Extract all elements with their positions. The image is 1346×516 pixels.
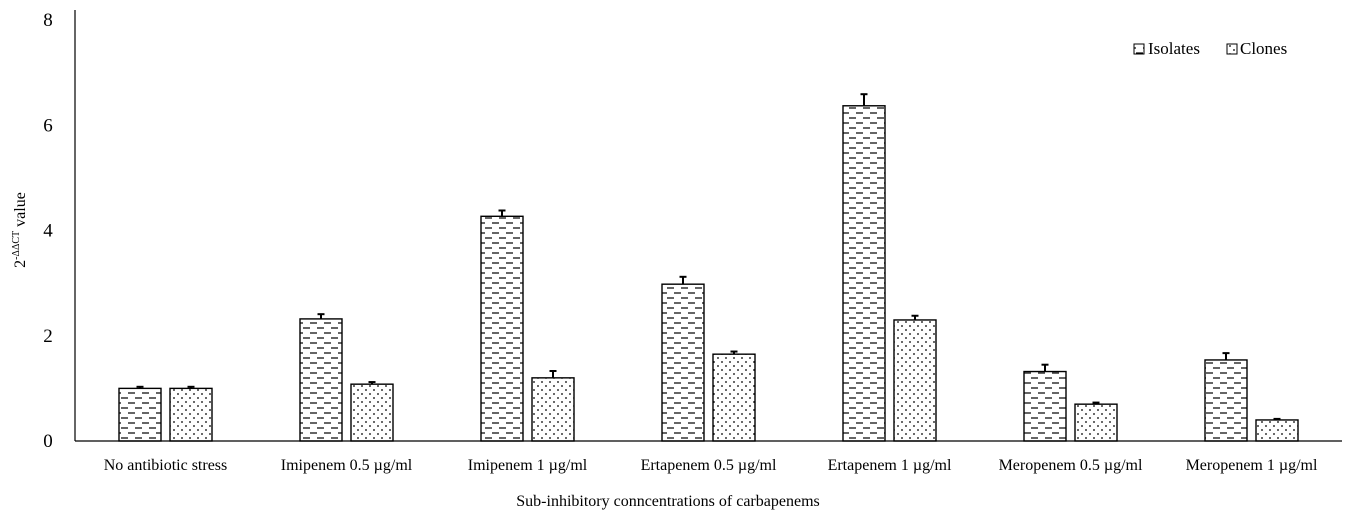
y-tick-label: 0 [43, 431, 53, 452]
y-tick-label: 4 [43, 221, 53, 242]
error-bar-clones [187, 385, 195, 389]
legend: Isolates Clones [1133, 39, 1287, 58]
bar-isolates [1204, 359, 1248, 442]
error-bar-clones [1092, 401, 1100, 405]
y-axis-title-rest: value [12, 192, 29, 231]
error-bar-isolates [1041, 363, 1049, 372]
y-tick-label: 2 [43, 326, 53, 347]
bar-isolates [299, 318, 343, 442]
x-tick-label: No antibiotic stress [104, 457, 228, 474]
bar-clones [350, 383, 394, 442]
bars [118, 105, 1299, 442]
bar-isolates [661, 283, 705, 442]
error-bar-isolates [1222, 352, 1230, 360]
bar-clones [1255, 419, 1299, 442]
error-bar-isolates [136, 385, 144, 389]
x-tick-label: Imipenem 1 µg/ml [468, 457, 588, 474]
x-tick-label: Meropenem 1 µg/ml [1186, 457, 1318, 474]
y-tick-label: 6 [43, 115, 53, 136]
error-bar-isolates [679, 275, 687, 285]
bar-isolates [842, 105, 886, 442]
bar-clones [169, 387, 213, 442]
error-bar-isolates [860, 93, 868, 106]
bar-clones [893, 319, 937, 442]
y-tick-labels: 0 2 4 6 8 [43, 10, 53, 452]
y-axis-title: 2-ΔΔCT value [11, 192, 29, 268]
x-tick-label: Ertapenem 1 µg/ml [828, 457, 952, 474]
x-tick-label: Imipenem 0.5 µg/ml [281, 457, 413, 474]
x-tick-label: Meropenem 0.5 µg/ml [999, 457, 1143, 474]
bar-isolates [1023, 370, 1067, 442]
x-axis-title: Sub-inhibitory conncentrations of carbap… [516, 493, 819, 510]
error-bar-clones [1273, 417, 1281, 420]
error-bars [136, 93, 1281, 420]
error-bar-isolates [498, 209, 506, 217]
bar-clones [531, 377, 575, 442]
error-bar-clones [368, 381, 376, 385]
x-tick-labels: No antibiotic stress Imipenem 0.5 µg/ml Im… [104, 457, 1318, 474]
x-tick-label: Ertapenem 0.5 µg/ml [641, 457, 777, 474]
y-tick-label: 8 [43, 10, 53, 31]
legend-swatch-isolates [1133, 43, 1145, 55]
bar-clones [1074, 403, 1118, 442]
y-axis-title-superscript: -ΔΔCT [11, 231, 22, 260]
legend-swatch-clones [1226, 43, 1238, 55]
error-bar-clones [730, 350, 738, 355]
y-axis-title-base: 2 [12, 260, 29, 268]
legend-label-isolates: Isolates [1148, 39, 1200, 58]
legend-item-isolates: Isolates [1133, 39, 1200, 58]
legend-item-clones: Clones [1226, 39, 1287, 58]
bar-isolates [480, 215, 524, 442]
error-bar-clones [549, 370, 557, 378]
bar-clones [712, 353, 756, 442]
bar-isolates [118, 387, 162, 442]
legend-label-clones: Clones [1240, 39, 1287, 58]
error-bar-clones [911, 314, 919, 320]
error-bar-isolates [317, 313, 325, 319]
